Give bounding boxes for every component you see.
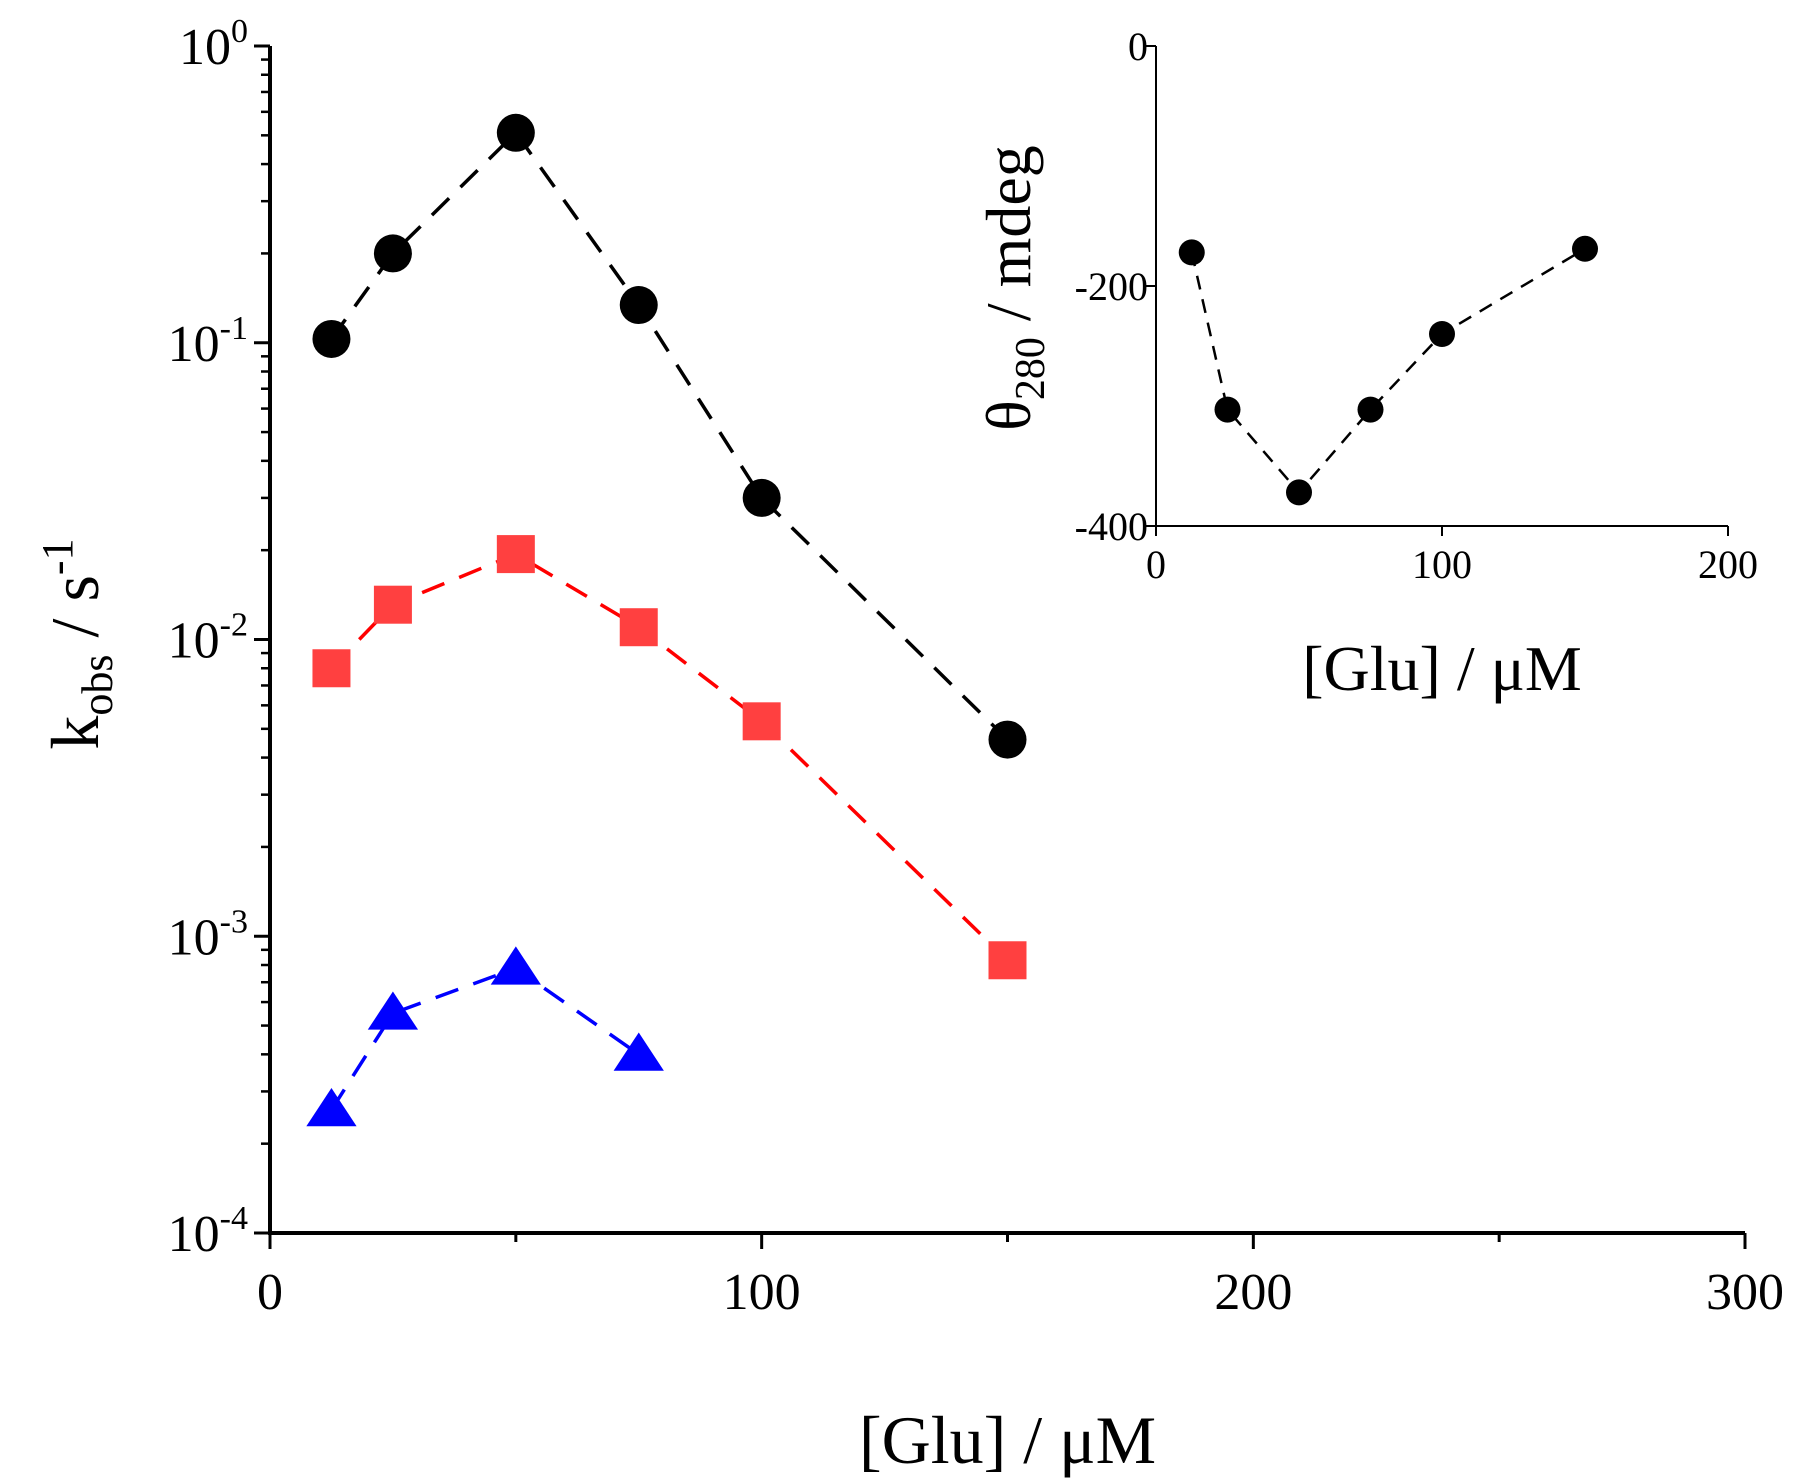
x-tick-label: 100 — [723, 1264, 801, 1321]
series-blue-triangles — [306, 946, 664, 1127]
inset-y-axis-label: θ280 / mdeg — [973, 145, 1054, 431]
data-point-square — [312, 649, 351, 688]
data-point-square — [742, 702, 781, 741]
data-point-triangle — [613, 1032, 664, 1071]
inset-y-label-subscript: 280 — [1008, 337, 1054, 400]
y-tick-label: 100 — [179, 13, 248, 76]
y-tick-exponent: -1 — [220, 310, 248, 347]
data-point-square — [373, 585, 412, 624]
data-point-circle — [373, 234, 412, 273]
x-tick-label: 200 — [1214, 1264, 1292, 1321]
inset-y-tick-label: -200 — [1075, 264, 1148, 309]
y-tick-base: 10 — [168, 1206, 220, 1263]
main-y-axis-label: kobs / s-1 — [33, 538, 122, 749]
y-label-unit: / s — [37, 575, 113, 654]
y-tick-exponent: 0 — [231, 13, 248, 50]
x-tick-label: 0 — [257, 1264, 283, 1321]
y-label-main: k — [37, 716, 113, 750]
y-tick-label: 10-3 — [168, 903, 248, 966]
data-point-square — [988, 941, 1027, 980]
data-point-circle — [1357, 396, 1384, 423]
inset-x-tick-label: 100 — [1412, 542, 1472, 587]
y-tick-base: 10 — [179, 19, 231, 76]
series-inset-circles — [1178, 235, 1598, 506]
data-point-triangle — [490, 946, 541, 985]
y-tick-label: 10-2 — [168, 607, 248, 670]
series-line — [330, 552, 1009, 962]
series-line — [329, 966, 640, 1111]
inset-y-label-unit: / mdeg — [973, 145, 1044, 337]
data-point-square — [496, 535, 535, 574]
inset-x-axis-label: [Glu] / μM — [1302, 633, 1582, 704]
series-line — [1190, 247, 1586, 495]
inset-y-tick-label: -400 — [1075, 504, 1148, 549]
data-point-circle — [619, 286, 658, 325]
data-point-circle — [1178, 239, 1205, 266]
data-point-circle — [742, 478, 781, 517]
data-point-circle — [1572, 235, 1598, 262]
inset-x-tick-label: 0 — [1146, 542, 1166, 587]
y-tick-exponent: -3 — [220, 903, 248, 940]
inset-y-tick-label: 0 — [1128, 24, 1148, 69]
data-point-circle — [1429, 321, 1455, 347]
data-point-square — [619, 608, 658, 647]
y-tick-exponent: -2 — [220, 607, 248, 644]
data-point-circle — [1286, 479, 1312, 506]
y-tick-label: 10-4 — [168, 1200, 248, 1263]
y-tick-base: 10 — [168, 909, 220, 966]
series-red-squares — [312, 535, 1027, 980]
series-black-circles — [312, 113, 1027, 759]
data-point-circle — [1214, 396, 1241, 423]
data-point-circle — [988, 720, 1027, 759]
data-point-triangle — [306, 1088, 357, 1127]
y-tick-exponent: -4 — [220, 1200, 248, 1237]
x-tick-label: 300 — [1706, 1264, 1784, 1321]
main-x-axis-label: [Glu] / μM — [859, 1402, 1156, 1478]
inset-y-label-main: θ — [973, 400, 1044, 431]
inset-x-tick-label: 200 — [1698, 542, 1758, 587]
y-label-subscript: obs — [73, 654, 122, 715]
y-tick-base: 10 — [168, 316, 220, 373]
y-label-superscript: -1 — [33, 538, 82, 575]
data-point-circle — [496, 113, 535, 152]
y-tick-base: 10 — [168, 613, 220, 670]
data-point-circle — [312, 319, 351, 358]
data-point-triangle — [367, 991, 419, 1030]
y-tick-label: 10-1 — [168, 310, 248, 373]
